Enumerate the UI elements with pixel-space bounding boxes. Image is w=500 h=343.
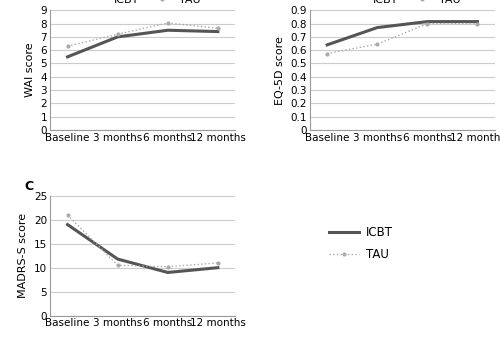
Y-axis label: WAI score: WAI score: [25, 43, 35, 97]
Legend: ICBT, TAU: ICBT, TAU: [340, 0, 464, 9]
Legend: ICBT, TAU: ICBT, TAU: [80, 0, 205, 9]
Legend: ICBT, TAU: ICBT, TAU: [325, 221, 398, 266]
Y-axis label: MADRS-S score: MADRS-S score: [18, 213, 28, 298]
Text: C: C: [24, 180, 33, 193]
Y-axis label: EQ-5D score: EQ-5D score: [275, 36, 285, 105]
